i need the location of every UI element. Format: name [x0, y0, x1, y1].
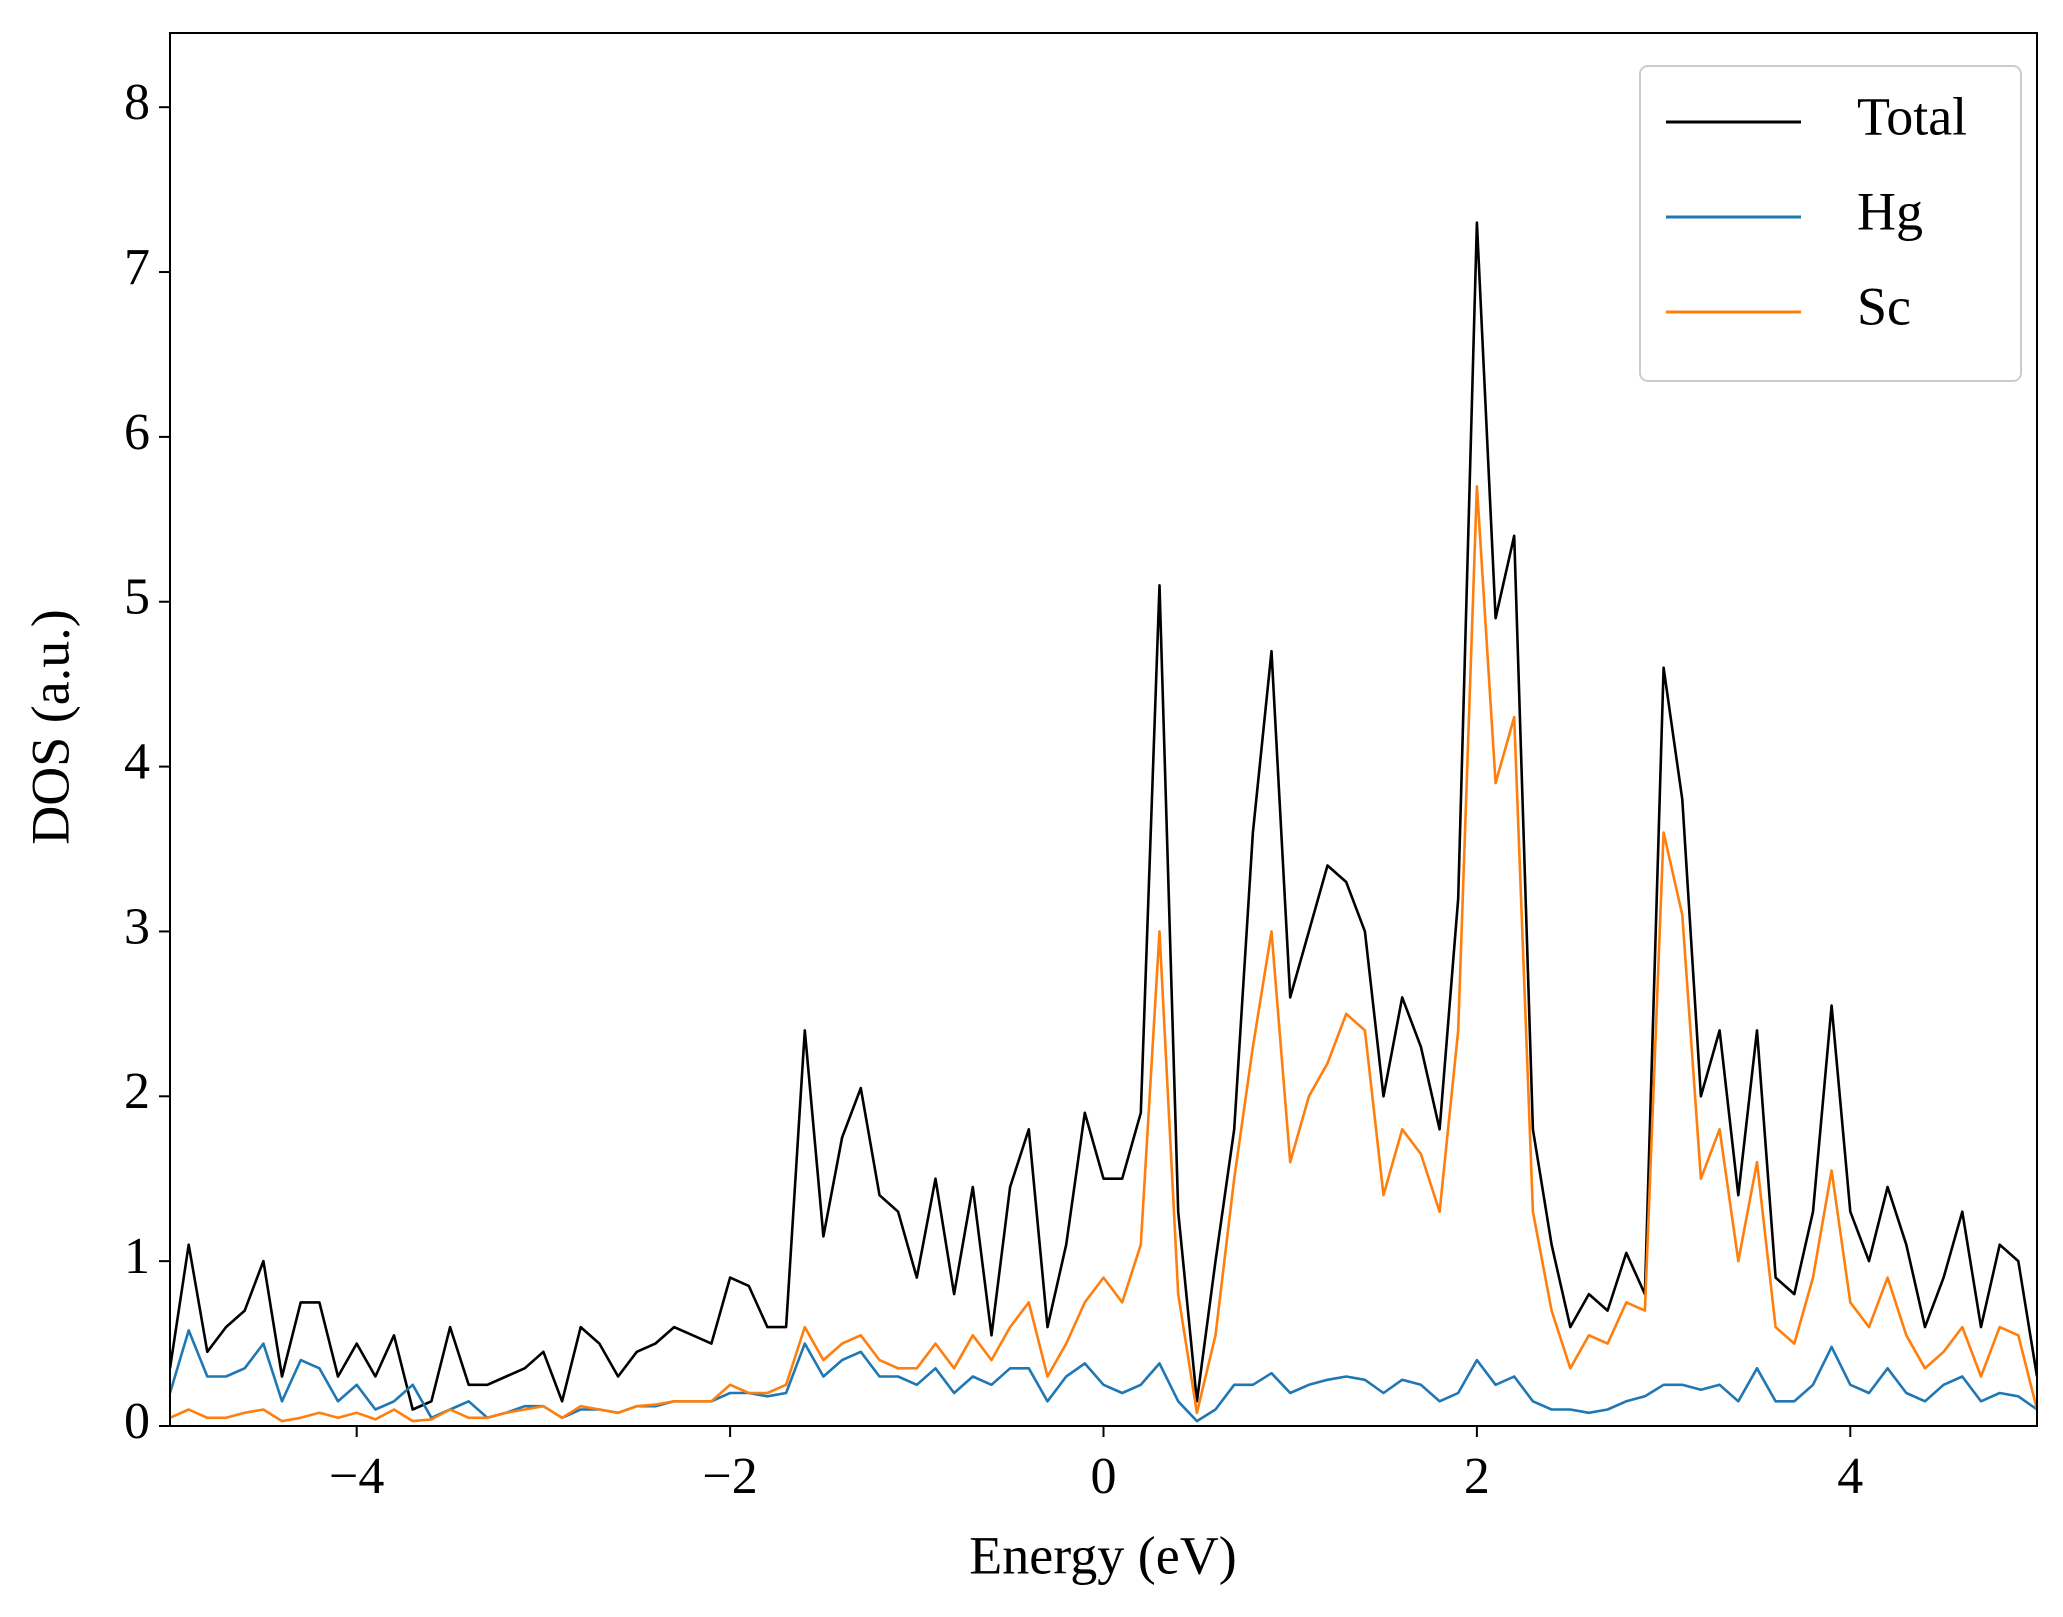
x-tick-label: 2: [1464, 1448, 1490, 1505]
legend-label: Total: [1857, 86, 1967, 146]
legend-label: Sc: [1857, 276, 1911, 336]
x-tick-label: −4: [329, 1448, 384, 1505]
legend-box: [1639, 65, 2022, 382]
y-tick-label: 1: [124, 1228, 150, 1285]
line-series: [170, 221, 2037, 1411]
plot-frame: [169, 32, 2038, 1427]
x-tick-label: −2: [702, 1448, 757, 1505]
y-tick-label: 8: [124, 74, 150, 131]
y-tick-label: 3: [124, 898, 150, 955]
x-tick-label: 4: [1837, 1448, 1863, 1505]
y-tick-label: 7: [124, 239, 150, 296]
plot-area: [170, 221, 2037, 1423]
line-series: [170, 484, 2037, 1423]
line-series: [170, 1329, 2037, 1423]
legend: Total Hg Sc: [1639, 65, 2022, 382]
x-axis-label: Energy (eV): [969, 1525, 1236, 1585]
y-tick-label: 4: [124, 734, 150, 791]
x-tick-label: 0: [1091, 1448, 1117, 1505]
y-axis-label: DOS (a.u.): [20, 609, 80, 844]
legend-label: Hg: [1857, 181, 1923, 241]
y-tick-label: 2: [124, 1063, 150, 1120]
y-tick-label: 5: [124, 569, 150, 626]
y-tick-label: 0: [124, 1393, 150, 1450]
y-tick-label: 6: [124, 404, 150, 461]
